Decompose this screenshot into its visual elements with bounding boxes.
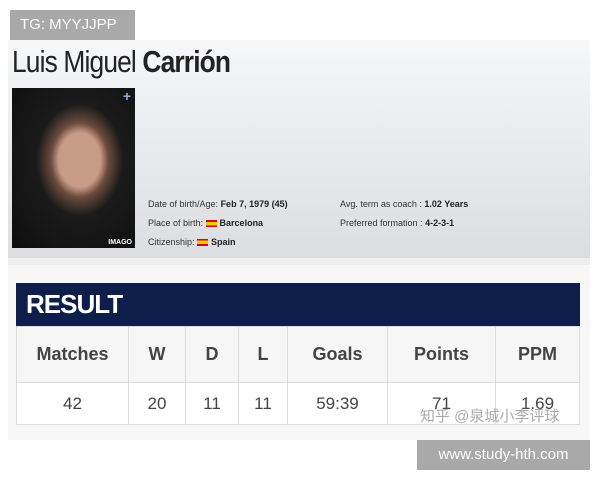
cell-d: 11	[185, 382, 239, 425]
table-header-row: Matches W D L Goals Points PPM	[16, 326, 580, 383]
spain-flag-icon	[197, 239, 209, 247]
citizenship-label: Citizenship:	[148, 237, 195, 247]
header-goals: Goals	[287, 326, 388, 383]
overlay-tag: TG: MYYJJPP	[10, 10, 135, 40]
site-label: www.study-hth.com	[417, 440, 590, 470]
result-section: RESULT Matches W D L Goals Points PPM 42…	[8, 265, 590, 440]
cell-matches: 42	[16, 382, 129, 425]
coach-name: Luis Miguel Carrión	[12, 44, 231, 80]
header-l: L	[238, 326, 288, 383]
table-row: 42 20 11 11 59:39 71 1.69	[16, 382, 580, 425]
cell-goals: 59:39	[287, 382, 388, 425]
coach-photo: + IMAGO	[12, 88, 135, 248]
info-right: Avg. term as coach : 1.02 Years Preferre…	[340, 195, 468, 233]
header-matches: Matches	[16, 326, 129, 383]
formation-label: Preferred formation :	[340, 218, 423, 228]
formation-value: 4-2-3-1	[425, 218, 455, 228]
photo-credit: IMAGO	[108, 239, 132, 246]
term-value: 1.02 Years	[424, 199, 469, 209]
cell-l: 11	[238, 382, 288, 425]
term-label: Avg. term as coach :	[340, 199, 422, 209]
watermark: 知乎 @泉城小李评球	[420, 408, 560, 425]
header-d: D	[185, 326, 239, 383]
header-points: Points	[387, 326, 496, 383]
pob-label: Place of birth:	[148, 218, 204, 228]
info-left: Date of birth/Age: Feb 7, 1979 (45) Plac…	[148, 195, 288, 252]
citizenship-value: Spain	[211, 237, 236, 247]
profile-header: Luis Miguel Carrión + IMAGO Date of birth…	[8, 40, 590, 258]
header-w: W	[128, 326, 186, 383]
cell-points: 71	[387, 382, 496, 425]
cell-w: 20	[128, 382, 186, 425]
dob-value: Feb 7, 1979 (45)	[220, 199, 288, 209]
dob-label: Date of birth/Age:	[148, 199, 219, 209]
pob-value: Barcelona	[219, 218, 264, 228]
last-name: Carrión	[142, 44, 231, 79]
cell-ppm: 1.69	[495, 382, 580, 425]
first-name: Luis Miguel	[12, 44, 137, 79]
plus-icon[interactable]: +	[122, 88, 131, 104]
coach-profile-card: Luis Miguel Carrión + IMAGO Date of birth…	[8, 40, 590, 440]
spain-flag-icon	[205, 220, 217, 228]
result-table: Matches W D L Goals Points PPM 42 20 11 …	[16, 326, 580, 425]
result-title: RESULT	[16, 283, 580, 326]
header-ppm: PPM	[495, 326, 580, 383]
